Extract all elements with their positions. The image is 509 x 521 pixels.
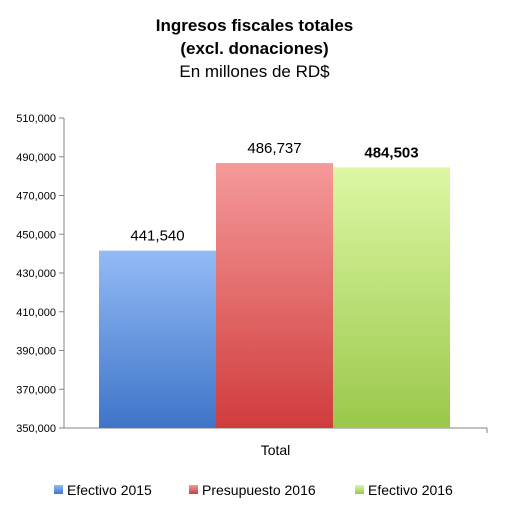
- y-tick-label: 430,000: [16, 268, 56, 280]
- chart-subtitle: En millones de RD$: [179, 62, 330, 81]
- y-tick-label: 350,000: [16, 423, 56, 435]
- bar-efectivo-2015: [99, 250, 216, 428]
- legend-swatch: [355, 485, 364, 494]
- chart-title-line-2: (excl. donaciones): [180, 39, 329, 58]
- bars: [99, 163, 450, 428]
- y-tick-label: 370,000: [16, 384, 56, 396]
- y-tick-label: 470,000: [16, 191, 56, 203]
- data-label: 441,540: [130, 228, 184, 245]
- legend-label: Efectivo 2015: [67, 482, 152, 498]
- legend-swatch: [189, 485, 198, 494]
- legend-swatch: [54, 485, 63, 494]
- y-tick-label: 490,000: [16, 152, 56, 164]
- axes: 350,000 370,000 390,000 410,000 430,000 450,0…: [16, 113, 488, 458]
- y-tick-label: 510,000: [16, 113, 56, 125]
- bar-efectivo-2016: [333, 167, 450, 428]
- legend: Efectivo 2015 Presupuesto 2016 Efectivo 20…: [54, 482, 453, 498]
- x-tick-label: Total: [261, 442, 291, 458]
- data-labels: 441,540 486,737 484,503: [130, 140, 418, 245]
- chart-title-block: Ingresos fiscales totales (excl. donacio…: [0, 14, 509, 83]
- y-tick-label: 410,000: [16, 307, 56, 319]
- data-label: 486,737: [247, 140, 301, 157]
- y-tick-label: 390,000: [16, 346, 56, 358]
- legend-label: Presupuesto 2016: [202, 482, 316, 498]
- data-label: 484,503: [364, 144, 418, 161]
- chart-title-line-1: Ingresos fiscales totales: [155, 16, 354, 35]
- y-tick-label: 450,000: [16, 229, 56, 241]
- legend-label: Efectivo 2016: [368, 482, 453, 498]
- bar-presupuesto-2016: [216, 163, 333, 428]
